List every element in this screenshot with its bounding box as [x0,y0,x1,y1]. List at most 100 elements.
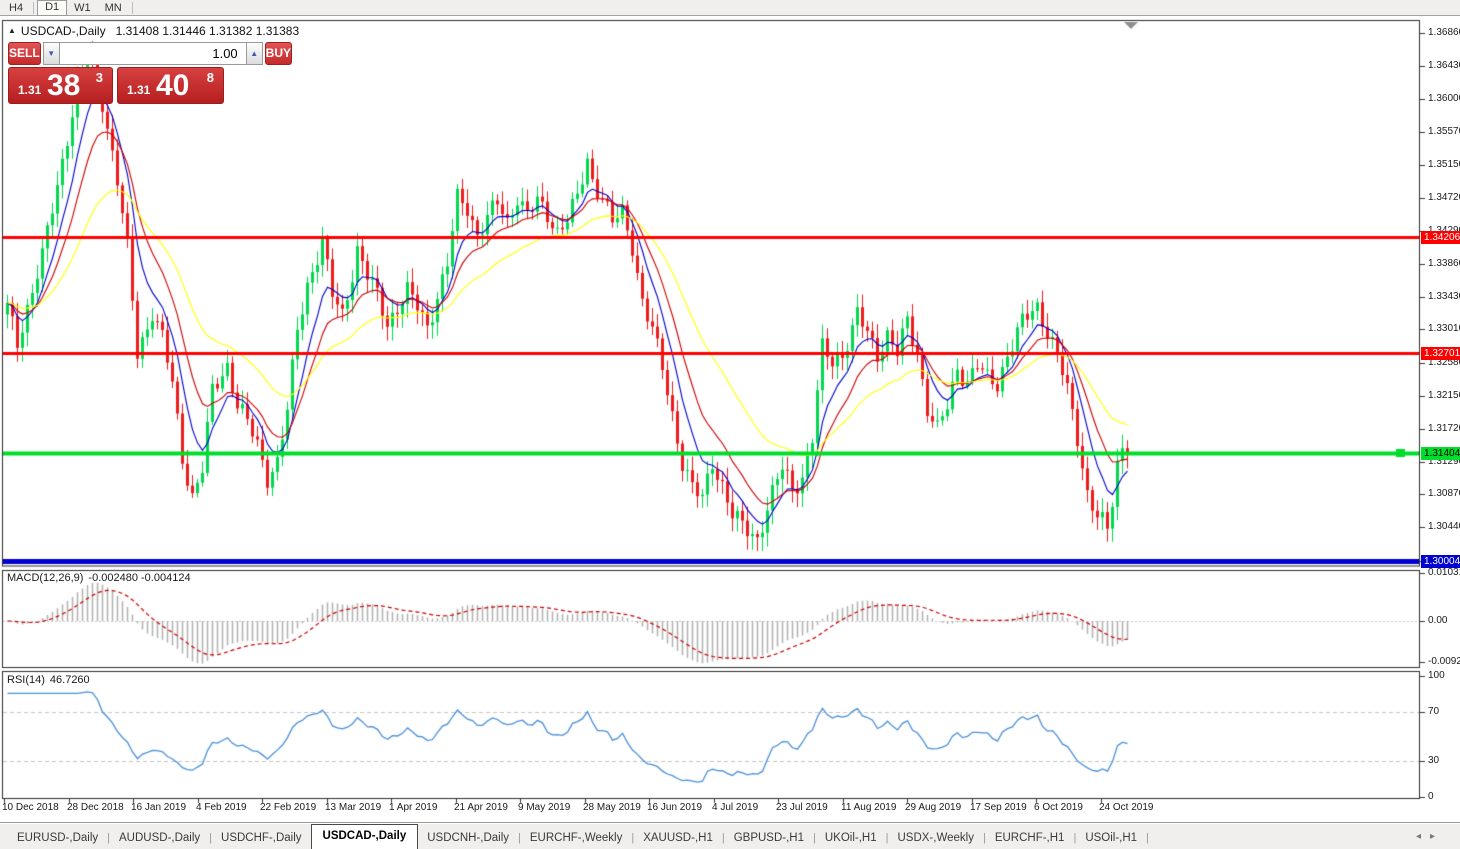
sell-price-sup: 3 [95,70,103,85]
rsi-axis-label: 100 [1428,670,1445,681]
tab-separator: | [1146,832,1149,844]
date-label: 28 Dec 2018 [67,802,124,813]
date-label: 11 Aug 2019 [841,802,897,813]
tab-separator: | [209,832,213,844]
buy-price-box[interactable]: 1.31 40 8 [117,67,224,104]
buy-price-prefix: 1.31 [127,83,151,97]
chart-tab-usoil-h1[interactable]: USOil-,H1 [1085,832,1138,844]
macd-values: -0.002480 -0.004124 [88,572,191,584]
price-axis-label: 1.35150 [1428,159,1460,170]
sell-price-big: 38 [47,69,81,102]
macd-axis-label: 0.010311 [1428,567,1460,578]
timeframe-button-d1[interactable]: D1 [37,0,68,16]
sell-button[interactable]: SELL [8,42,41,65]
one-click-trade-widget: SELL ▼ ▲ BUY 1.31 38 3 1.31 40 8 [8,42,293,104]
chart-tab-eurchf-h1[interactable]: EURCHF-,H1 [994,832,1065,844]
timeframe-button-h4[interactable]: H4 [9,1,24,14]
price-axis-label: 1.36860 [1428,27,1460,38]
buy-price-big: 40 [156,69,190,102]
volume-input[interactable] [59,42,246,65]
rsi-axis-label: 70 [1428,706,1440,717]
rsi-label: RSI(14) [7,674,45,686]
buy-price-sup: 8 [206,70,214,85]
price-axis-label: 1.36000 [1428,93,1460,104]
price-axis-label: 1.30870 [1428,488,1460,499]
price-axis-label: 1.33010 [1428,323,1460,334]
tab-separator: | [518,832,521,844]
price-axis-label: 1.32580 [1428,357,1460,368]
chart-tab-usdchf-daily[interactable]: USDCHF-,Daily [221,832,302,844]
chart-tab-ukoil-h1[interactable]: UKOil-,H1 [824,832,877,844]
tab-separator: | [982,832,986,844]
hline-price-label[interactable]: 1.31404 [1421,446,1460,460]
price-axis-label: 1.31290 [1428,456,1460,467]
chart-title: ▲ USDCAD-,Daily 1.31408 1.31446 1.31382 1.… [8,24,299,38]
chart-tab-audusd-daily[interactable]: AUDUSD-,Daily [119,832,201,844]
price-axis-label: 1.33430 [1428,291,1460,302]
date-label: 22 Feb 2019 [260,802,317,813]
price-axis-label: 1.31720 [1428,423,1460,434]
date-label: 24 Oct 2019 [1099,802,1154,813]
macd-axis-label: -0.009203 [1428,656,1460,667]
buy-button[interactable]: BUY [264,42,293,65]
rsi-indicator-header: RSI(14) 46.7260 [7,674,90,686]
tab-scroll-left-icon[interactable]: ◂ [1415,831,1430,842]
chart-tab-gbpusd-h1[interactable]: GBPUSD-,H1 [733,832,804,844]
tab-separator: | [721,832,725,844]
date-label: 10 Dec 2018 [2,802,59,813]
date-label: 4 Feb 2019 [196,802,247,813]
macd-indicator-header: MACD(12,26,9) -0.002480 -0.004124 [7,572,191,584]
price-axis-label: 1.36430 [1428,60,1460,71]
rsi-value: 46.7260 [49,674,90,686]
tab-scroll-arrows[interactable]: ◂▸ [1416,831,1444,842]
chart-tab-xauusd-h1[interactable]: XAUUSD-,H1 [643,832,713,844]
date-label: 23 Jul 2019 [776,802,828,813]
date-label: 17 Sep 2019 [970,802,1027,813]
timeframe-button-mn[interactable]: MN [104,1,122,14]
collapse-arrow-icon[interactable]: ▲ [8,26,16,35]
chart-tab-bar: EURUSD-,Daily | AUDUSD-,Daily | USDCHF-,Dail… [0,822,1460,849]
sell-price-prefix: 1.31 [18,83,42,97]
arrow-up-icon: ▲ [250,49,259,58]
chart-tab-eurusd-daily[interactable]: EURUSD-,Daily [17,832,99,844]
timeframe-button-w1[interactable]: W1 [74,1,91,14]
hline-price-label[interactable]: 1.32701 [1421,346,1460,360]
date-label: 21 Apr 2019 [454,802,508,813]
hline-price-label[interactable]: 1.30004 [1421,554,1460,568]
date-label: 13 Mar 2019 [325,802,382,813]
macd-label: MACD(12,26,9) [7,572,84,584]
date-label: 6 Oct 2019 [1034,802,1083,813]
chart-tab-eurchf-weekly[interactable]: EURCHF-,Weekly [529,832,623,844]
price-axis-label: 1.35570 [1428,126,1460,137]
tab-separator: | [631,832,635,844]
hline-price-label[interactable]: 1.34206 [1421,230,1460,244]
sell-price-box[interactable]: 1.31 38 3 [8,67,113,104]
tab-separator: | [813,832,816,844]
volume-increase-button[interactable]: ▲ [245,42,263,65]
price-axis-label: 1.34720 [1428,192,1460,203]
chart-ohlc-values: 1.31408 1.31446 1.31382 1.31383 [115,24,300,38]
rsi-axis-label: 30 [1428,755,1440,766]
timeframe-toolbar: H4 D1 W1 MN [0,0,1460,16]
date-label: 9 May 2019 [518,802,571,813]
chart-symbol: USDCAD-,Daily [20,24,106,38]
date-label: 1 Apr 2019 [389,802,438,813]
chart-tab-usdcnh-daily[interactable]: USDCNH-,Daily [427,832,510,844]
toolbar-separator [131,1,133,14]
chart-canvas[interactable] [0,16,1460,849]
price-axis-label: 1.33860 [1428,258,1460,269]
chart-window: ▲ USDCAD-,Daily 1.31408 1.31446 1.31382 1.… [0,16,1460,849]
tab-separator: | [1073,832,1077,844]
chart-tab-usdx-weekly[interactable]: USDX-,Weekly [897,832,974,844]
macd-axis-label: 0.00 [1428,615,1448,626]
price-axis-label: 1.32150 [1428,390,1460,401]
volume-decrease-button[interactable]: ▼ [42,42,60,65]
chart-tab-usdcad-daily[interactable]: USDCAD-,Daily [310,824,419,849]
date-label: 16 Jun 2019 [647,802,703,813]
tab-scroll-right-icon[interactable]: ▸ [1429,831,1444,842]
date-label: 4 Jul 2019 [712,802,759,813]
date-label: 29 Aug 2019 [905,802,962,813]
date-label: 28 May 2019 [583,802,641,813]
tab-separator: | [107,832,111,844]
